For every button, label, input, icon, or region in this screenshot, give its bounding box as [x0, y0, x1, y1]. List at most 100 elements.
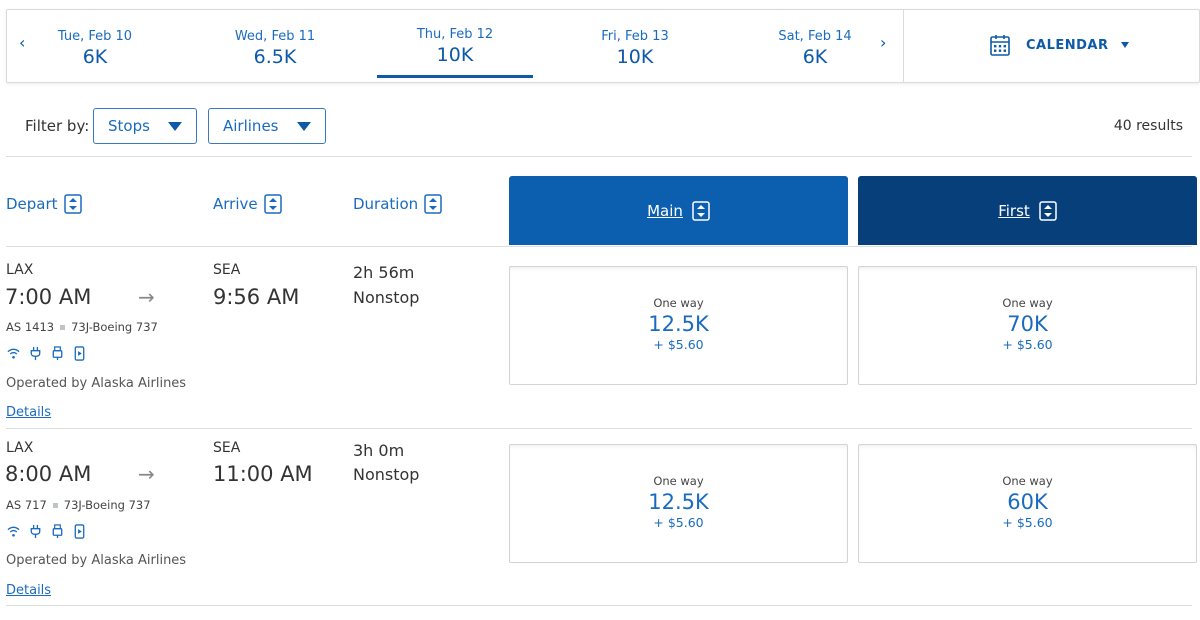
- flight-number: AS 717: [6, 498, 47, 512]
- caret-down-icon: [1120, 42, 1129, 48]
- device-entertainment-icon: [74, 346, 85, 361]
- airlines-filter-dropdown[interactable]: Airlines: [208, 108, 326, 144]
- sort-icon: [424, 194, 442, 214]
- amenities: [6, 524, 87, 539]
- stops-filter-label: Stops: [108, 117, 150, 135]
- filter-label: Filter by:: [25, 117, 90, 135]
- power-outlet-icon: [30, 524, 41, 539]
- main-fare-button[interactable]: One way 12.5K + $5.60: [509, 266, 848, 385]
- amenities: [6, 346, 87, 361]
- date-selector-bar: ‹ Tue, Feb 10 6K Wed, Feb 11 6.5K Thu, F…: [6, 9, 1200, 83]
- usb-icon: [52, 346, 63, 361]
- date-label: Tue, Feb 10: [57, 29, 133, 44]
- arrive-time: 11:00 AM: [213, 462, 313, 486]
- caret-down-icon: [168, 122, 182, 131]
- date-tab-tue-feb-10[interactable]: Tue, Feb 10 6K: [45, 10, 145, 82]
- date-points: 6K: [82, 46, 108, 68]
- wifi-icon: [7, 348, 20, 359]
- date-label: Thu, Feb 12: [416, 27, 494, 42]
- results-count: 40 results: [1113, 118, 1183, 134]
- first-cabin-label: First: [998, 201, 1030, 220]
- fare-type-label: One way: [653, 296, 704, 310]
- sort-icon: [1039, 200, 1057, 221]
- fare-tax: + $5.60: [1002, 337, 1053, 352]
- date-points: 10K: [616, 46, 654, 68]
- divider: [6, 156, 1192, 157]
- date-points: 10K: [436, 44, 474, 66]
- flight-number: AS 1413: [6, 320, 55, 334]
- stops: Nonstop: [353, 288, 420, 307]
- calendar-label: CALENDAR: [1026, 37, 1109, 53]
- operated-by: Operated by Alaska Airlines: [6, 376, 187, 391]
- depart-header-label: Depart: [6, 195, 58, 213]
- date-points: 6K: [802, 46, 828, 68]
- main-fare-button[interactable]: One way 12.5K + $5.60: [509, 444, 848, 563]
- wifi-icon: [7, 526, 20, 537]
- stops-filter-dropdown[interactable]: Stops: [93, 108, 197, 144]
- sort-duration[interactable]: Duration: [353, 194, 442, 214]
- date-tab-thu-feb-12[interactable]: Thu, Feb 12 10K: [377, 10, 533, 82]
- chevron-right-icon[interactable]: ›: [880, 33, 887, 52]
- first-fare-button[interactable]: One way 70K + $5.60: [858, 266, 1197, 385]
- arrive-airport: SEA: [213, 440, 241, 456]
- date-label: Sat, Feb 14: [778, 29, 852, 44]
- main-cabin-label: Main: [647, 201, 683, 220]
- duration: 3h 0m: [353, 441, 405, 460]
- fare-points: 12.5K: [648, 490, 709, 514]
- date-points: 6.5K: [253, 46, 297, 68]
- sort-depart[interactable]: Depart: [6, 194, 82, 214]
- usb-icon: [52, 524, 63, 539]
- aircraft-type: 73J-Boeing 737: [71, 320, 158, 334]
- fare-type-label: One way: [1002, 296, 1053, 310]
- date-tab-sat-feb-14[interactable]: Sat, Feb 14 6K: [765, 10, 865, 82]
- date-tab-fri-feb-13[interactable]: Fri, Feb 13 10K: [585, 10, 685, 82]
- arrow-right-icon: →: [138, 285, 155, 309]
- sort-icon: [263, 194, 282, 214]
- fare-type-label: One way: [1002, 474, 1053, 488]
- depart-time: 7:00 AM: [5, 285, 92, 309]
- divider: [6, 605, 1192, 606]
- fare-points: 12.5K: [648, 312, 709, 336]
- date-label: Wed, Feb 11: [234, 29, 316, 44]
- first-fare-button[interactable]: One way 60K + $5.60: [858, 444, 1197, 563]
- divider: [903, 10, 904, 82]
- depart-time: 8:00 AM: [5, 462, 92, 486]
- device-entertainment-icon: [74, 524, 85, 539]
- power-outlet-icon: [30, 346, 41, 361]
- depart-airport: LAX: [6, 440, 34, 456]
- date-label: Fri, Feb 13: [601, 29, 669, 44]
- depart-airport: LAX: [6, 262, 34, 278]
- fare-points: 60K: [1007, 490, 1048, 514]
- arrow-right-icon: →: [138, 462, 155, 486]
- sort-arrive[interactable]: Arrive: [213, 194, 282, 214]
- caret-down-icon: [297, 122, 311, 131]
- chevron-left-icon[interactable]: ‹: [19, 33, 26, 52]
- fare-tax: + $5.60: [1002, 515, 1053, 530]
- stops: Nonstop: [353, 465, 420, 484]
- airlines-filter-label: Airlines: [223, 117, 279, 135]
- sort-first-cabin[interactable]: First: [858, 176, 1197, 245]
- duration: 2h 56m: [353, 263, 415, 282]
- sort-main-cabin[interactable]: Main: [509, 176, 848, 245]
- fare-tax: + $5.60: [653, 337, 704, 352]
- details-link[interactable]: Details: [6, 405, 52, 420]
- fare-tax: + $5.60: [653, 515, 704, 530]
- date-tab-wed-feb-11[interactable]: Wed, Feb 11 6.5K: [225, 10, 325, 82]
- divider: [6, 428, 1192, 429]
- arrive-header-label: Arrive: [213, 195, 258, 213]
- details-link[interactable]: Details: [6, 583, 52, 598]
- fare-points: 70K: [1007, 312, 1048, 336]
- separator: [60, 324, 66, 330]
- fare-type-label: One way: [653, 474, 704, 488]
- separator: [52, 502, 58, 508]
- arrive-time: 9:56 AM: [213, 285, 300, 309]
- flight-info: AS 1413 73J-Boeing 737: [6, 320, 158, 334]
- calendar-icon: [990, 35, 1010, 56]
- duration-header-label: Duration: [353, 195, 419, 213]
- divider: [6, 246, 1192, 247]
- operated-by: Operated by Alaska Airlines: [6, 553, 187, 568]
- calendar-button[interactable]: CALENDAR: [990, 34, 1129, 56]
- flight-info: AS 717 73J-Boeing 737: [6, 498, 151, 512]
- sort-icon: [692, 200, 710, 221]
- arrive-airport: SEA: [213, 262, 241, 278]
